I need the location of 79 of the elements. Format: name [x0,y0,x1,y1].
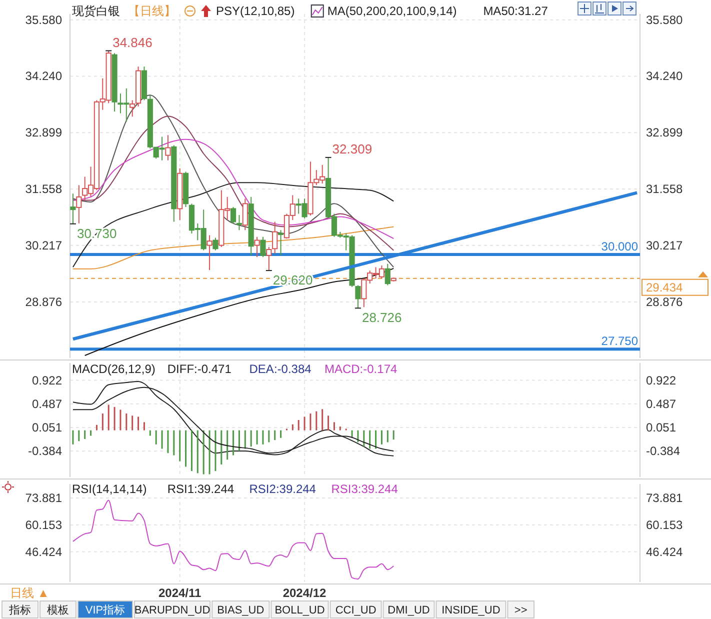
candlestick [254,236,260,258]
candlestick [165,134,171,161]
line-series [72,94,394,268]
line-series [72,116,394,251]
annotation: RSI2:39.244 [249,482,316,496]
text: BOLL_UD [274,604,325,616]
line-series [72,182,394,268]
annotation: 28.726 [362,310,402,326]
candlestick [130,100,136,118]
candlestick [70,193,76,224]
candlestick [355,284,361,309]
ref-line-label: 29.434 [646,280,684,294]
annotation: RSI3:39.244 [331,482,398,496]
candlestick [242,198,248,231]
y-tick-label: 34.240 [25,69,62,84]
candlestick [272,221,278,254]
chart-subtitle: 【日线】 [128,4,176,18]
x-tick-label: 2024/11 [158,586,202,600]
y2-tick-label: 73.881 [646,490,684,505]
text: VIP指标 [85,604,126,616]
y2-tick-label: 30.217 [646,238,684,252]
y-tick-label: 32.899 [25,126,62,140]
line-series [72,138,394,240]
annotation: DEA:-0.384 [249,362,312,376]
y2-tick-label: 35.580 [646,12,684,27]
y2-tick-label: 0.487 [646,396,676,411]
ref-line-label: 27.750 [601,334,638,348]
y-tick-label: 60.153 [25,518,62,532]
candlestick [266,246,272,272]
annotation: MA50:31.27 [483,4,548,18]
annotation: RSI1:39.244 [167,482,234,496]
y2-tick-label: -0.384 [646,444,680,458]
x-tick-label: 2024/12 [282,586,327,600]
text: >> [514,604,528,616]
y2-tick-label: 31.558 [646,182,684,196]
annotation: 34.846 [112,34,152,50]
chart-title: MACD(26,12,9) [72,362,156,376]
text: 日线 ▲ [10,586,50,600]
annotation: MACD:-0.174 [324,362,398,376]
annotation: 32.309 [332,141,372,156]
y2-tick-label: 60.153 [646,518,684,532]
text: 模板 [47,604,69,616]
y2-tick-label: 32.899 [646,126,684,140]
y-tick-label: 0.922 [32,373,62,388]
y-tick-label: 73.881 [25,490,62,505]
line-series [72,500,394,580]
y-tick-label: 31.558 [25,182,62,196]
candlestick [278,230,284,256]
ref-line-label: 30.000 [601,240,638,254]
candlestick [76,184,82,224]
y-tick-label: 0.487 [32,396,62,411]
chart-title: RSI(14,14,14) [72,482,147,496]
text: BARUPDN_UD [134,604,210,616]
y2-tick-label: 34.240 [646,69,684,84]
candlestick [230,206,236,224]
y-tick-label: 46.424 [25,544,62,559]
y2-tick-label: 28.876 [646,294,684,309]
annotation: DIFF:-0.471 [167,362,232,376]
candlestick [384,263,390,286]
text: 指标 [8,604,31,616]
text: CCI_UD [335,604,376,616]
candlestick [206,234,212,271]
y2-tick-label: 46.424 [646,544,684,559]
annotation: PSY(12,10,85) [216,4,295,18]
y-tick-label: 35.580 [25,12,62,27]
y2-tick-label: 0.922 [646,373,676,388]
y-tick-label: 0.051 [32,420,62,435]
y-tick-label: 28.876 [25,294,62,309]
text: DMI_UD [388,604,430,616]
annotation: MA(50,200,20,100,9,14) [327,4,457,18]
chart-title: 现货白银 [72,4,120,18]
text: BIAS_UD [217,604,264,616]
y-tick-label: 30.217 [25,238,62,252]
candlestick [236,214,242,231]
y2-tick-label: 0.051 [646,420,676,435]
candlestick [212,237,218,251]
y-tick-label: -0.384 [28,444,62,458]
text: INSIDE_UD [442,604,500,616]
candlestick [260,236,266,258]
